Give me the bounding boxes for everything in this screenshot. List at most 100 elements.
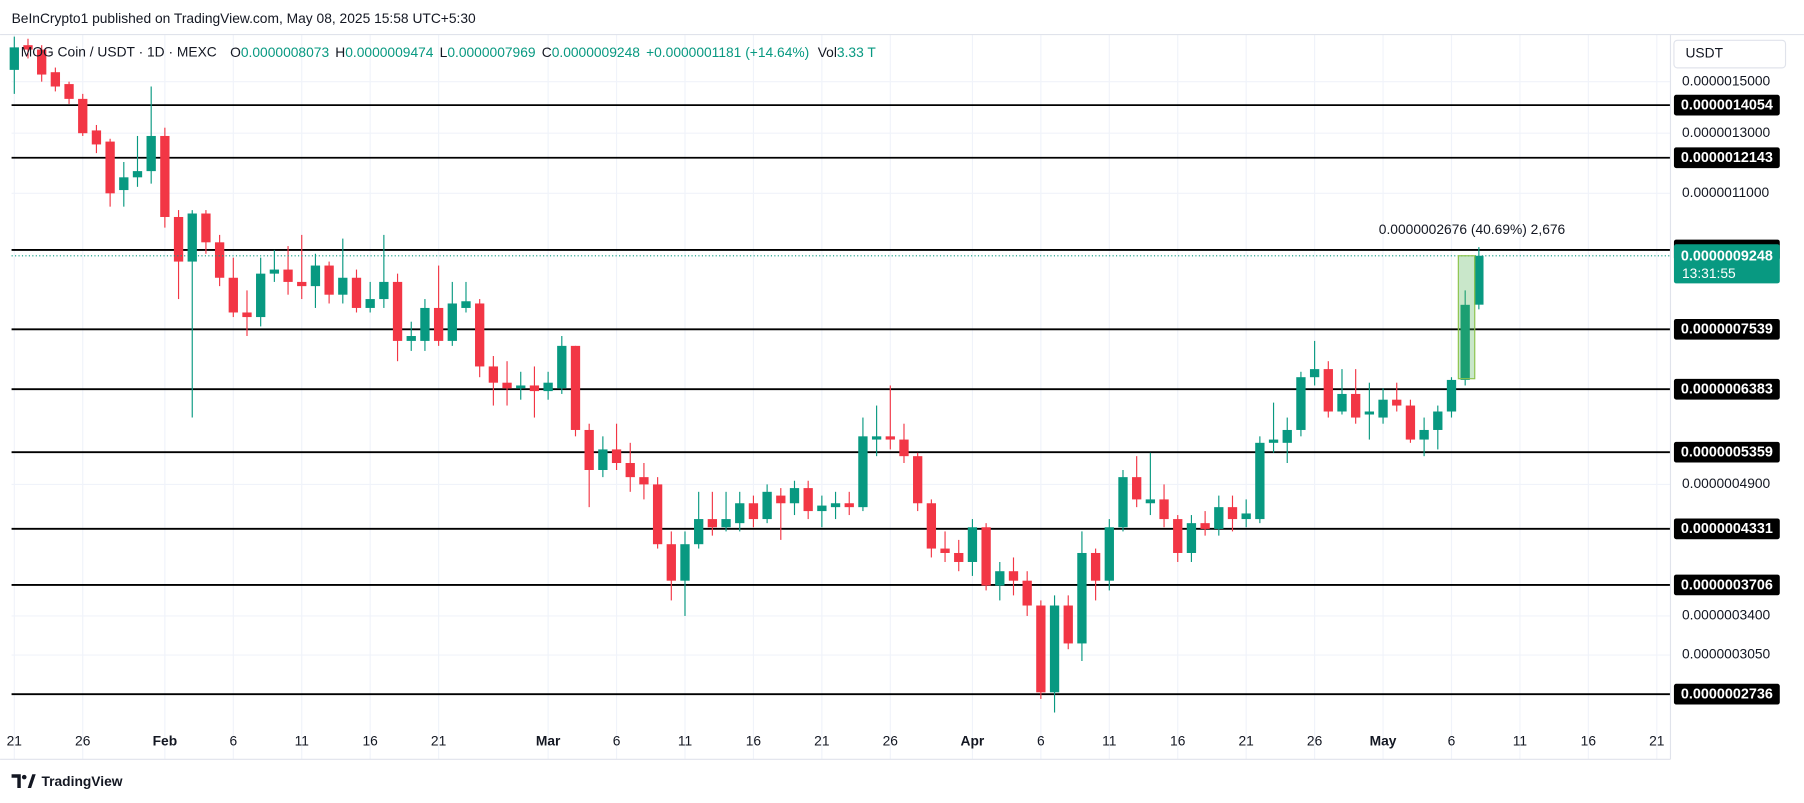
legend-key: L — [440, 45, 448, 60]
candle-body — [981, 527, 991, 586]
candle-body — [461, 301, 471, 308]
level-label: 0.0000014054 — [1681, 97, 1773, 113]
candle-body — [625, 463, 635, 478]
candle-body — [1337, 393, 1347, 412]
candle-body — [1036, 605, 1046, 693]
candle-body — [64, 84, 74, 99]
candle-body — [160, 135, 170, 217]
candle-body — [502, 382, 512, 389]
level-label: 0.0000012143 — [1681, 150, 1773, 166]
level-label-box — [1673, 574, 1780, 596]
candle-body — [9, 47, 19, 70]
candle-body — [844, 503, 854, 508]
measure-range — [1457, 255, 1476, 380]
candle-body — [1173, 519, 1183, 553]
candle-body — [584, 429, 594, 471]
candle-body — [1474, 255, 1484, 305]
legend-key: O — [230, 45, 241, 60]
candle-body — [1200, 523, 1210, 529]
candle-body — [1022, 580, 1032, 606]
candle-body — [543, 382, 553, 392]
candle-body — [611, 449, 622, 464]
y-tick-label: 0.0000011000 — [1682, 185, 1770, 200]
legend-value: 0.0000009248 — [552, 45, 641, 60]
candle-body — [1255, 442, 1265, 520]
candle-body — [940, 548, 950, 553]
candle-body — [1008, 571, 1019, 581]
x-tick-label: Apr — [961, 734, 985, 749]
candle-body — [762, 491, 772, 520]
x-tick-label: 26 — [883, 734, 899, 749]
candle-body — [1323, 369, 1333, 412]
candle-body — [351, 277, 362, 308]
candle-body — [1378, 399, 1388, 418]
candle-body — [1159, 499, 1169, 520]
candle-body — [297, 281, 307, 287]
candle-body — [858, 436, 868, 508]
legend-value: 0.0000008073 — [241, 45, 330, 60]
level-label: 0.0000003706 — [1681, 577, 1773, 593]
level-label: 0.0000004331 — [1681, 521, 1773, 537]
candle-body — [694, 519, 704, 545]
x-tick-label: 26 — [75, 734, 91, 749]
legend-key: H — [335, 45, 345, 60]
candle-body — [1446, 379, 1457, 412]
candle-body — [899, 439, 909, 457]
y-tick-label: 0.0000004900 — [1682, 476, 1771, 491]
y-tick-label: 0.0000015000 — [1682, 73, 1771, 88]
candle-body — [1296, 377, 1306, 430]
y-tick-label: 0.0000013000 — [1682, 125, 1771, 140]
x-tick-label: 21 — [1238, 734, 1253, 749]
candles — [9, 36, 1484, 713]
candle-body — [967, 527, 978, 562]
candle-body — [748, 503, 759, 520]
y-tick-label: 0.0000003050 — [1682, 647, 1771, 662]
candle-body — [1351, 393, 1361, 418]
price-axis: 0.0000015000 0.0000013000 0.0000011000 0.00… — [1673, 73, 1780, 705]
candle-body — [871, 436, 882, 440]
footer-brand: TradingView — [41, 774, 122, 789]
candle-body — [1241, 513, 1251, 520]
level-label-box — [1673, 683, 1780, 705]
candle-body — [1077, 552, 1087, 644]
x-tick-label: 16 — [1170, 734, 1186, 749]
candle-body — [926, 503, 937, 549]
level-label-box — [1673, 318, 1780, 340]
candle-body — [1214, 507, 1224, 529]
x-tick-label: 16 — [746, 734, 762, 749]
levels — [11, 104, 1671, 696]
candle-body — [228, 277, 238, 313]
currency-box[interactable] — [1673, 39, 1787, 69]
x-tick-label: 26 — [1307, 734, 1323, 749]
countdown: 13:31:55 — [1682, 266, 1736, 281]
logo-mark — [11, 774, 21, 789]
last-price-box — [1673, 244, 1780, 284]
candle-body — [830, 503, 841, 508]
candle-body — [570, 345, 581, 430]
candle-body — [1433, 411, 1443, 430]
level-label: 0.0000007539 — [1681, 322, 1773, 338]
x-tick-label: 11 — [1102, 734, 1116, 749]
x-tick-label: 21 — [431, 734, 446, 749]
measure-label: 0.0000002676 (40.69%) 2,676 — [1379, 222, 1566, 237]
candle-body — [406, 336, 416, 341]
candle-body — [50, 72, 61, 87]
publisher: BeInCrypto1 published on TradingView.com… — [12, 11, 476, 26]
grid: 21 26 Feb 6 11 16 21 Mar 6 11 16 21 26 Apr 6 11 16 21 26 Ma… — [7, 34, 1671, 760]
candle-body — [283, 269, 293, 282]
candle-body — [433, 307, 444, 341]
candle-body — [652, 484, 663, 545]
candle-body — [475, 303, 485, 367]
candle-body — [516, 385, 526, 389]
level-label-box — [1673, 94, 1780, 116]
candle-body — [242, 312, 252, 318]
change-percent: (+14.64%) — [745, 45, 809, 60]
candle-body — [256, 273, 266, 318]
candle-body — [1186, 523, 1197, 553]
candle-body — [598, 449, 608, 471]
x-tick-label: 16 — [362, 734, 378, 749]
candle-body — [639, 477, 649, 485]
level-label-box — [1673, 378, 1780, 400]
candle-body — [132, 171, 143, 178]
